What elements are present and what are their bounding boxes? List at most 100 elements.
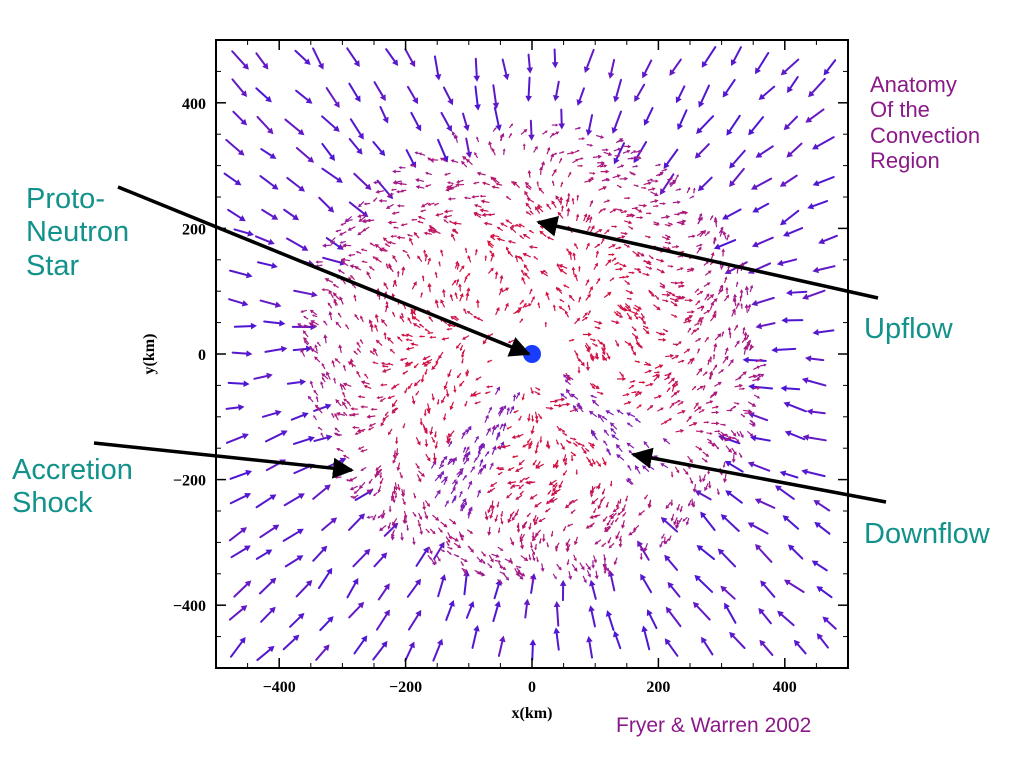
infall-arrow xyxy=(801,377,827,387)
convection-arrow xyxy=(718,369,725,374)
convection-arrow xyxy=(694,406,702,412)
convection-arrow xyxy=(507,250,513,257)
convection-arrow xyxy=(664,376,671,381)
convection-arrow xyxy=(488,554,494,563)
convection-arrow xyxy=(605,527,611,533)
convection-arrow xyxy=(445,184,454,189)
infall-arrow xyxy=(640,573,653,594)
convection-arrow xyxy=(518,223,525,228)
convection-arrow xyxy=(402,249,408,254)
convection-arrow xyxy=(556,425,561,432)
convection-arrow xyxy=(385,300,389,309)
convection-arrow xyxy=(449,518,457,525)
infall-arrow xyxy=(462,112,470,132)
convection-arrow xyxy=(574,317,581,325)
convection-arrow xyxy=(616,454,625,461)
convection-arrow xyxy=(411,281,417,290)
convection-arrow xyxy=(581,446,587,455)
convection-arrow xyxy=(459,490,463,498)
convection-arrow xyxy=(456,179,464,184)
convection-arrow xyxy=(334,427,340,433)
infall-arrow xyxy=(553,627,560,651)
convection-arrow xyxy=(560,442,565,451)
convection-arrow xyxy=(410,342,419,347)
convection-arrow xyxy=(302,330,309,338)
infall-arrow xyxy=(613,630,622,650)
convection-arrow xyxy=(626,442,635,449)
infall-arrow xyxy=(379,106,389,124)
infall-arrow xyxy=(465,137,473,159)
convection-arrow xyxy=(719,229,724,237)
convection-arrow xyxy=(694,288,700,293)
convection-arrow xyxy=(734,383,744,388)
convection-arrow xyxy=(721,330,725,337)
convection-arrow xyxy=(423,361,432,367)
convection-arrow xyxy=(592,383,600,390)
infall-arrow xyxy=(812,176,835,187)
convection-arrow xyxy=(430,558,436,566)
convection-arrow xyxy=(643,543,648,553)
convection-arrow xyxy=(447,185,458,190)
convection-arrow xyxy=(335,321,342,328)
convection-arrow xyxy=(453,542,462,549)
convection-arrow xyxy=(385,203,394,209)
convection-arrow xyxy=(611,434,619,441)
convection-arrow xyxy=(348,413,356,417)
convection-arrow xyxy=(498,562,503,570)
convection-arrow xyxy=(329,237,336,243)
convection-arrow xyxy=(743,345,748,355)
convection-arrow xyxy=(717,289,723,295)
convection-arrow xyxy=(588,285,593,294)
convection-arrow xyxy=(639,552,643,561)
infall-arrow xyxy=(256,115,274,135)
convection-arrow xyxy=(508,132,512,139)
convection-arrow xyxy=(546,498,553,505)
convection-arrow xyxy=(328,289,334,299)
y-tick-label: −200 xyxy=(173,473,206,490)
convection-arrow xyxy=(340,257,351,262)
infall-arrow xyxy=(697,176,713,192)
convection-arrow xyxy=(345,324,350,330)
convection-arrow xyxy=(519,533,523,540)
convection-arrow xyxy=(530,296,535,303)
convection-arrow xyxy=(534,501,542,508)
convection-arrow xyxy=(513,410,519,414)
convection-arrow xyxy=(387,522,391,530)
convection-arrow xyxy=(683,468,689,476)
convection-arrow xyxy=(392,450,397,459)
convection-arrow xyxy=(429,426,434,436)
infall-arrow xyxy=(231,78,248,98)
x-axis-label: x(km) xyxy=(512,705,553,722)
convection-arrow xyxy=(724,294,730,302)
convection-arrow xyxy=(452,479,457,485)
convection-arrow xyxy=(731,454,736,464)
convection-arrow xyxy=(633,184,640,187)
convection-arrow xyxy=(467,480,473,490)
convection-arrow xyxy=(516,573,524,580)
convection-arrow xyxy=(507,339,515,344)
convection-arrow xyxy=(354,431,362,436)
convection-arrow xyxy=(351,412,359,416)
convection-arrow xyxy=(497,579,503,585)
convection-arrow xyxy=(627,464,632,471)
convection-arrow xyxy=(350,407,359,411)
infall-arrow xyxy=(613,78,622,103)
convection-arrow xyxy=(500,222,508,228)
convection-arrow xyxy=(443,381,448,390)
infall-arrow xyxy=(293,289,318,298)
convection-arrow xyxy=(494,559,502,563)
infall-arrow xyxy=(759,639,774,656)
convection-arrow xyxy=(545,291,550,301)
convection-arrow xyxy=(532,514,537,523)
convection-arrow xyxy=(638,510,645,516)
convection-arrow xyxy=(442,413,447,421)
convection-arrow xyxy=(546,146,551,155)
convection-arrow xyxy=(521,269,525,276)
convection-arrow xyxy=(353,350,358,355)
convection-arrow xyxy=(603,440,608,446)
convection-arrow xyxy=(713,237,717,245)
convection-arrow xyxy=(519,477,526,483)
convection-arrow xyxy=(571,563,578,572)
convection-arrow xyxy=(399,357,408,362)
convection-arrow xyxy=(486,359,493,363)
